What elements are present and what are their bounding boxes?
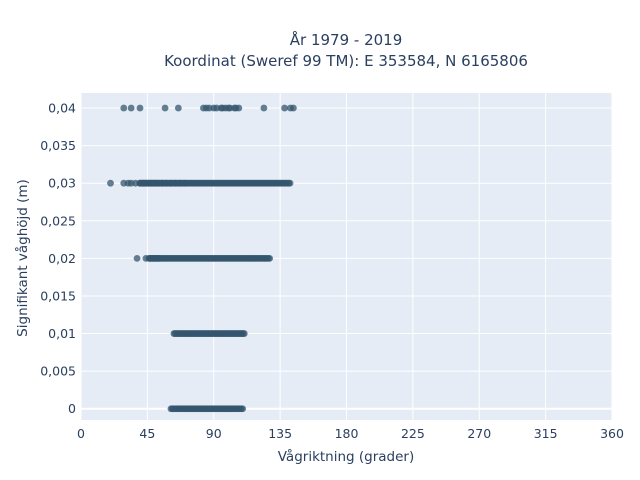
chart-title-line-1: År 1979 - 2019	[290, 30, 403, 49]
data-point	[281, 104, 288, 112]
data-point	[161, 104, 169, 112]
grid	[80, 93, 613, 420]
data-point	[133, 254, 141, 262]
x-axis: 0 45 90 135 180 225 270 315 360	[77, 426, 624, 441]
x-tick-label: 360	[600, 426, 624, 441]
data-point	[260, 104, 268, 112]
y-tick-label: 0,035	[40, 138, 76, 153]
data-point	[174, 104, 182, 112]
x-tick-label: 270	[467, 426, 491, 441]
x-tick-label: 45	[139, 426, 155, 441]
x-tick-label: 225	[401, 426, 425, 441]
data-point	[127, 104, 135, 112]
data-point	[286, 179, 294, 187]
y-tick-label: 0,04	[48, 101, 76, 116]
x-axis-title: Vågriktning (grader)	[278, 448, 415, 465]
x-tick-label: 0	[77, 426, 85, 441]
data-point	[120, 104, 128, 112]
data-point	[136, 104, 144, 112]
data-point	[107, 179, 114, 187]
data-point	[266, 254, 274, 262]
data-point	[180, 179, 188, 187]
data-points	[107, 104, 297, 413]
data-point	[290, 104, 297, 112]
y-tick-label: 0,015	[40, 288, 76, 303]
y-tick-label: 0,02	[48, 251, 76, 266]
y-axis-title: Signifikant våghöjd (m)	[14, 179, 31, 337]
chart-title-line-2: Koordinat (Sweref 99 TM): E 353584, N 61…	[164, 52, 528, 70]
data-point	[240, 330, 248, 337]
y-tick-label: 0	[68, 401, 76, 416]
x-tick-label: 90	[206, 426, 222, 441]
data-point	[235, 104, 243, 112]
y-tick-label: 0,03	[48, 176, 76, 191]
data-point	[239, 405, 247, 413]
y-tick-label: 0,005	[40, 364, 76, 379]
y-tick-label: 0,01	[48, 326, 76, 341]
x-tick-label: 315	[534, 426, 558, 441]
data-point	[155, 254, 163, 262]
y-axis: 0 0,005 0,01 0,015 0,02 0,025 0,03 0,035 0,04	[40, 101, 76, 417]
x-tick-label: 135	[268, 426, 292, 441]
y-tick-label: 0,025	[40, 213, 76, 228]
x-tick-label: 180	[335, 426, 359, 441]
